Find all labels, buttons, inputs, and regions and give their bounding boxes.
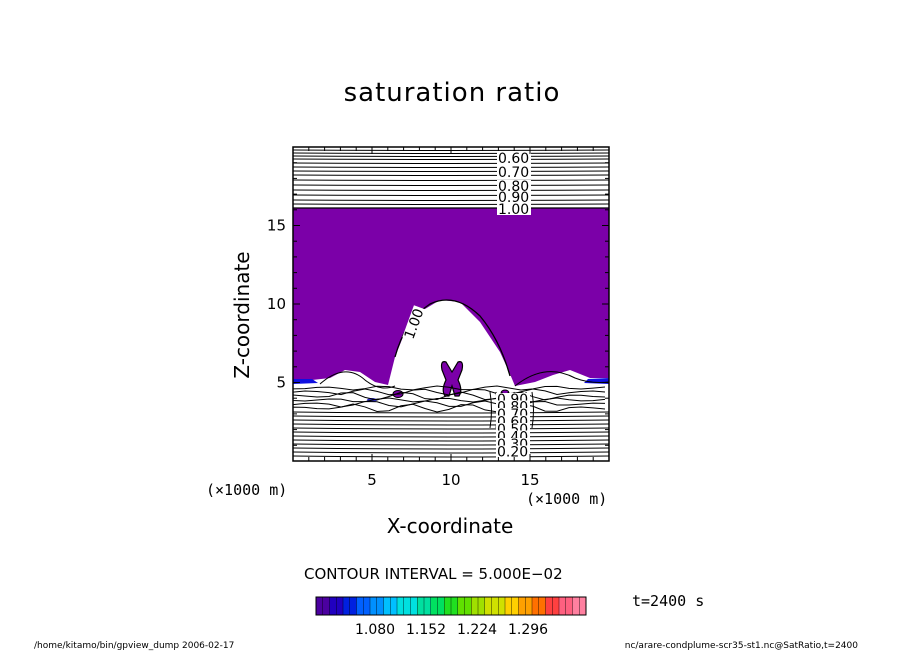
blue-right-edge — [584, 378, 609, 384]
colorbar-swatch — [438, 597, 445, 615]
colorbar-swatch — [485, 597, 492, 615]
x-tick-label: 5 — [367, 471, 377, 489]
contour-line — [293, 167, 609, 168]
colorbar-swatch — [330, 597, 337, 615]
colorbar-swatch — [471, 597, 478, 615]
contour-label: 1.00 — [498, 202, 529, 218]
colorbar-swatch — [417, 597, 424, 615]
contour-line — [293, 159, 609, 160]
contour-line — [293, 180, 609, 181]
colorbar-swatch — [424, 597, 431, 615]
colorbar-swatch — [546, 597, 553, 615]
colorbar-swatch — [539, 597, 546, 615]
contour-line — [293, 190, 609, 191]
contour-line — [293, 416, 609, 417]
colorbar-swatch — [404, 597, 411, 615]
y-axis-label: Z-coordinate — [232, 225, 252, 405]
contour-line — [293, 200, 609, 201]
contour-interval: CONTOUR INTERVAL = 5.000E−02 — [304, 567, 563, 582]
contour-line — [293, 452, 609, 453]
x-unit-right: (×1000 m) — [526, 492, 607, 507]
y-tick-label: 10 — [267, 295, 286, 313]
y-tick-label: 5 — [276, 374, 286, 392]
contour-line — [490, 392, 492, 428]
x-axis-label: X-coordinate — [330, 516, 570, 536]
colorbar-tick-label: 1.224 — [457, 622, 497, 638]
colorbar-swatch — [532, 597, 539, 615]
contour-label: 0.20 — [497, 445, 528, 461]
contour-line — [293, 175, 609, 176]
colorbar-swatch — [444, 597, 451, 615]
colorbar-swatch — [384, 597, 391, 615]
colorbar-swatch — [552, 597, 559, 615]
colorbar-swatch — [505, 597, 512, 615]
colorbar-swatch — [350, 597, 357, 615]
colorbar-tick-label: 1.080 — [355, 622, 395, 638]
footer-right: nc/arare-condplume-scr35-st1.nc@SatRatio… — [625, 642, 858, 651]
contour-line — [293, 156, 609, 157]
contour-line — [293, 185, 609, 186]
contour-line — [293, 204, 609, 205]
colorbar-swatch — [519, 597, 526, 615]
contour-line — [293, 444, 609, 445]
colorbar-swatch — [525, 597, 532, 615]
colorbar-swatch — [492, 597, 499, 615]
x-tick-label: 10 — [441, 471, 460, 489]
colorbar-swatch — [336, 597, 343, 615]
plume-core — [442, 362, 463, 396]
colorbar-swatch — [458, 597, 465, 615]
colorbar-swatch — [431, 597, 438, 615]
colorbar-swatch — [363, 597, 370, 615]
contour-line — [293, 195, 609, 196]
colorbar-swatch — [390, 597, 397, 615]
contour-line — [293, 432, 609, 433]
time-label: t=2400 s — [632, 594, 704, 609]
contour-line — [293, 420, 609, 421]
colorbar-swatch — [573, 597, 580, 615]
contour-line — [293, 424, 609, 425]
contour-line — [293, 171, 609, 172]
contour-line — [293, 401, 605, 407]
colorbar-swatch — [559, 597, 566, 615]
saturated-region — [293, 208, 609, 386]
colorbar-swatch — [343, 597, 350, 615]
colorbar-swatch — [465, 597, 472, 615]
colorbar-swatch — [411, 597, 418, 615]
contour-line — [293, 398, 605, 402]
colorbar-swatch — [377, 597, 384, 615]
x-unit-left: (×1000 m) — [206, 483, 287, 498]
footer-left: /home/kitamo/bin/gpview_dump 2006-02-17 — [34, 642, 234, 651]
colorbar-swatch — [451, 597, 458, 615]
contour-line — [293, 428, 609, 429]
colorbar — [316, 597, 587, 615]
contour-line — [293, 448, 609, 449]
colorbar-swatch — [357, 597, 364, 615]
colorbar-swatch — [397, 597, 404, 615]
colorbar-swatch — [323, 597, 330, 615]
colorbar-tick-label: 1.296 — [508, 622, 548, 638]
colorbar-swatch — [498, 597, 505, 615]
contour-line — [293, 163, 609, 164]
y-tick-label: 15 — [267, 217, 286, 235]
contour-line — [532, 392, 534, 428]
colorbar-swatch — [579, 597, 586, 615]
contour-line — [293, 412, 609, 413]
contour-line — [293, 440, 609, 441]
x-tick-label: 15 — [520, 471, 539, 489]
colorbar-tick-label: 1.152 — [406, 622, 446, 638]
contour-line — [293, 436, 609, 437]
colorbar-swatch — [566, 597, 573, 615]
colorbar-swatch — [478, 597, 485, 615]
colorbar-swatch — [512, 597, 519, 615]
colorbar-swatch — [370, 597, 377, 615]
colorbar-swatch — [316, 597, 323, 615]
